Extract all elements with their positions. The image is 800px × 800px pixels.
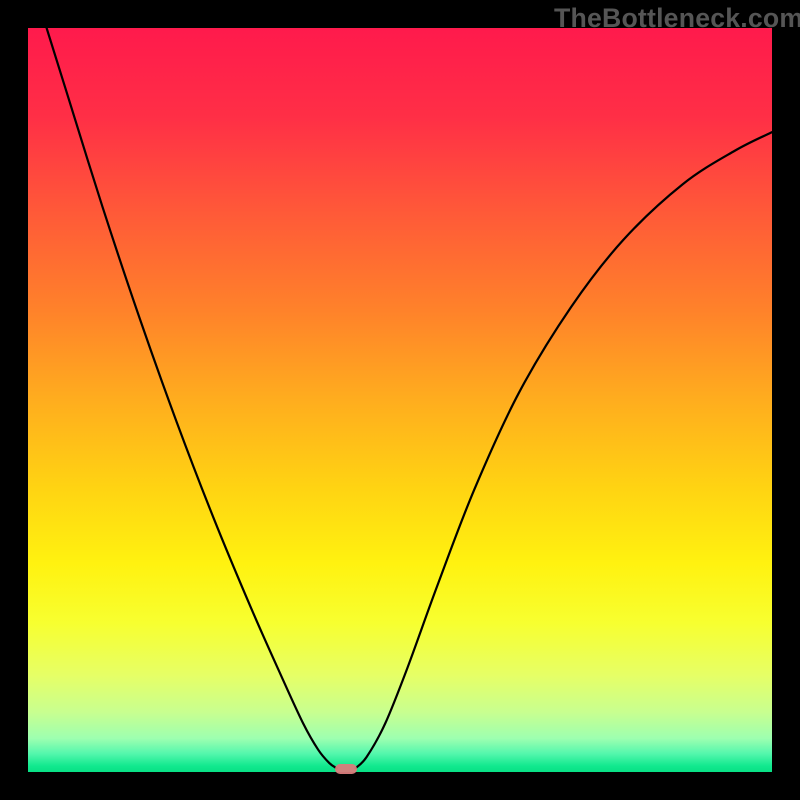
bottleneck-curve <box>28 28 772 772</box>
curve-left-branch <box>47 28 337 768</box>
curve-right-branch <box>355 132 772 768</box>
watermark-text: TheBottleneck.com <box>554 3 800 34</box>
minimum-marker <box>335 764 357 774</box>
